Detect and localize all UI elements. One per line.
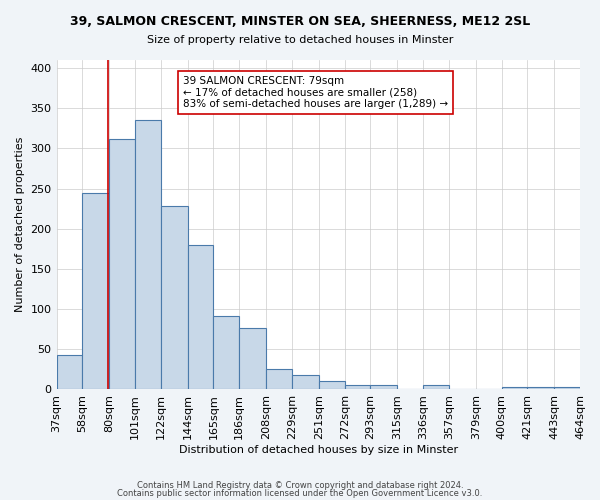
Bar <box>266 370 292 390</box>
Text: Contains public sector information licensed under the Open Government Licence v3: Contains public sector information licen… <box>118 488 482 498</box>
Bar <box>344 386 370 390</box>
Bar <box>56 355 82 390</box>
Bar <box>527 387 554 390</box>
Bar <box>423 386 449 390</box>
Bar <box>239 328 266 390</box>
Text: 39, SALMON CRESCENT, MINSTER ON SEA, SHEERNESS, ME12 2SL: 39, SALMON CRESCENT, MINSTER ON SEA, SHE… <box>70 15 530 28</box>
Text: Contains HM Land Registry data © Crown copyright and database right 2024.: Contains HM Land Registry data © Crown c… <box>137 481 463 490</box>
Bar <box>161 206 188 390</box>
Text: 39 SALMON CRESCENT: 79sqm
← 17% of detached houses are smaller (258)
83% of semi: 39 SALMON CRESCENT: 79sqm ← 17% of detac… <box>183 76 448 110</box>
Bar <box>292 375 319 390</box>
Bar <box>135 120 161 390</box>
Bar <box>370 386 397 390</box>
Text: Size of property relative to detached houses in Minster: Size of property relative to detached ho… <box>147 35 453 45</box>
Bar <box>554 387 580 390</box>
Bar <box>502 387 527 390</box>
Bar <box>188 245 214 390</box>
Bar <box>82 192 109 390</box>
X-axis label: Distribution of detached houses by size in Minster: Distribution of detached houses by size … <box>179 445 458 455</box>
Bar <box>319 382 344 390</box>
Bar <box>214 316 239 390</box>
Bar <box>109 138 135 390</box>
Y-axis label: Number of detached properties: Number of detached properties <box>15 137 25 312</box>
